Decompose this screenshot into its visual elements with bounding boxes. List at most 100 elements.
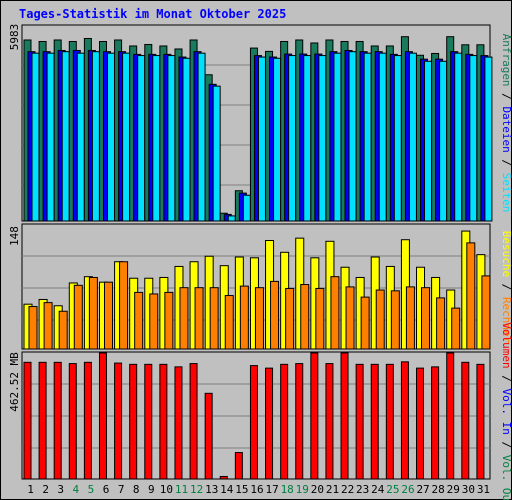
legend-entry-dateien: Dateien [500,106,512,152]
x-axis-day-label-4: 4 [73,483,80,496]
x-axis-day-label-23: 23 [356,483,369,496]
y-axis-max-label: 5983 [8,24,21,51]
bar-rechner-day-23 [360,296,370,350]
x-axis-day-label-25: 25 [386,483,399,496]
bar-seiten-day-2 [46,52,55,222]
x-axis-day-label-15: 15 [235,483,248,496]
bar-rechner-day-17 [270,280,280,350]
bar-rechner-day-29 [451,307,461,350]
bar-rechner-day-16 [254,287,264,350]
bar-seiten-day-25 [393,55,402,222]
legend-entry-volout: Vol. Out [500,455,512,500]
bar-rechner-day-15 [239,285,249,350]
bar-volumen-day-8 [129,363,138,480]
bar-seiten-day-6 [106,52,115,222]
bar-rechner-day-25 [390,290,400,350]
x-axis-day-label-6: 6 [103,483,110,496]
legend-entry-anfragen: Anfragen [500,34,512,87]
x-axis-day-label-19: 19 [296,483,309,496]
bar-volumen-day-17 [265,367,274,480]
chart-panel-requests [21,24,493,222]
x-axis-day-label-17: 17 [265,483,278,496]
x-axis-day-label-1: 1 [27,483,34,496]
bar-rechner-day-13 [209,287,219,350]
legend-legend-panel-2: Besuche / Rechner [500,231,512,344]
legend-entry-rechner: Rechner [500,297,512,344]
legend-legend-panel-3: Volumen / Vol. In / Vol. Out [500,322,512,500]
bar-volumen-day-16 [249,365,258,480]
bar-volumen-day-21 [325,363,334,480]
bar-rechner-day-10 [164,291,174,350]
legend-entry-volumen: Volumen [500,322,512,368]
bar-rechner-day-4 [73,284,83,350]
legend-legend-panel-1: Anfragen / Dateien / Seiten [500,34,512,213]
legend-separator: / [500,87,512,107]
legend-entry-volin: Vol. In [500,389,512,435]
bar-seiten-day-17 [273,57,282,222]
x-axis-day-label-24: 24 [371,483,385,496]
bar-volumen-day-20 [310,352,319,480]
bar-seiten-day-1 [31,52,40,222]
bar-volumen-day-1 [23,361,32,480]
bar-seiten-day-26 [408,52,417,222]
bar-volumen-day-30 [461,361,470,480]
bar-rechner-day-31 [481,275,491,350]
bar-rechner-day-20 [315,287,325,350]
x-axis-day-label-2: 2 [42,483,49,496]
bar-seiten-day-24 [378,52,387,222]
legend-entry-seiten: Seiten [500,173,512,213]
bar-rechner-day-12 [194,287,204,350]
bar-seiten-day-15 [242,194,251,222]
bar-seiten-day-8 [137,55,146,222]
bar-volumen-day-26 [400,361,409,480]
bar-seiten-day-3 [61,51,70,222]
bar-volumen-day-12 [189,363,198,480]
bar-rechner-day-24 [375,289,385,350]
bar-volumen-day-14 [219,475,228,480]
bar-seiten-day-7 [122,52,131,222]
bar-volumen-day-6 [98,352,107,480]
bar-volumen-day-31 [476,363,485,480]
bar-volumen-day-29 [446,352,455,480]
bar-volumen-day-25 [385,363,394,480]
bar-rechner-day-1 [28,306,38,350]
legend-entry-besuche: Besuche [500,231,512,277]
x-axis-day-label-21: 21 [326,483,339,496]
bar-rechner-day-3 [58,310,68,350]
bar-seiten-day-14 [227,215,236,222]
bar-volumen-day-9 [144,363,153,480]
bar-volumen-day-13 [204,392,213,480]
x-axis-day-label-30: 30 [462,483,475,496]
bar-rechner-day-22 [345,286,355,350]
bar-volumen-day-27 [416,367,425,480]
bar-volumen-day-7 [114,362,123,480]
bar-seiten-day-4 [76,52,85,222]
bar-seiten-day-23 [363,52,372,222]
bar-rechner-day-28 [436,297,446,350]
bar-volumen-day-10 [159,363,168,480]
x-axis-day-label-8: 8 [133,483,140,496]
bar-rechner-day-6 [103,281,113,350]
bar-seiten-day-9 [152,55,161,222]
bar-seiten-day-12 [197,52,206,222]
bar-volumen-day-22 [340,352,349,480]
x-axis-day-label-31: 31 [477,483,490,496]
legend-separator: / [500,435,512,455]
bar-seiten-day-27 [424,60,433,222]
bar-rechner-day-2 [43,302,53,350]
x-axis-day-label-28: 28 [432,483,445,496]
bar-rechner-day-18 [285,287,295,350]
x-axis-day-label-29: 29 [447,483,460,496]
x-axis-day-label-3: 3 [57,483,64,496]
bar-volumen-day-3 [53,361,62,480]
bar-seiten-day-29 [454,52,463,222]
x-axis-day-label-12: 12 [190,483,203,496]
x-axis-day-label-22: 22 [341,483,354,496]
chart-panel-volume [21,351,491,480]
bar-rechner-day-9 [149,293,159,350]
chart-panel-visits [21,223,491,350]
bar-seiten-day-10 [167,55,176,222]
x-axis-day-label-16: 16 [250,483,263,496]
bar-volumen-day-15 [234,452,243,480]
